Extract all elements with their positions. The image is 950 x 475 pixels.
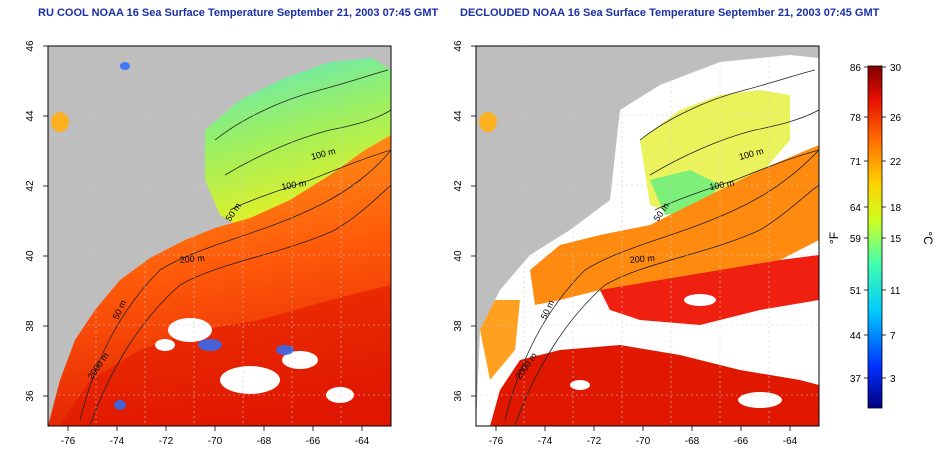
nearshore-water: [480, 300, 520, 380]
left-map-frame: [47, 45, 392, 427]
fahrenheit-tick-label: 86: [850, 63, 862, 74]
celsius-label: °C: [921, 231, 935, 245]
left-map-panel: 100 m 100 m 50 m 200 m 50 m 2000 m: [47, 45, 392, 427]
map-grid: [48, 46, 391, 426]
contour-label: 100 m: [709, 178, 735, 192]
celsius-tick-label: 18: [890, 203, 902, 214]
right-map-axes: -76 -74 -72 -70 -68 -66 -64 46 44 42 40 38 36: [453, 40, 798, 447]
warm-water-band: [600, 255, 819, 325]
gulf-stream-core: [60, 285, 391, 426]
lon-tick-label: -64: [355, 436, 370, 447]
celsius-tick-label: 22: [890, 157, 902, 168]
lake-patch: [51, 112, 69, 132]
contour-label: 200 m: [629, 253, 655, 265]
temperature-colorbar: 86 78 71 64 59 51 44 37 30 26 22 18 15 11 7 3 °F °C: [827, 63, 935, 409]
lat-tick-label: 44: [453, 110, 464, 122]
lon-tick-label: -76: [489, 436, 504, 447]
celsius-tick-label: 15: [890, 234, 902, 245]
lake-patch: [479, 112, 497, 132]
left-map-axes: -76 -74 -72 -70 -68 -66 -64 46 44 42 40 38 36: [25, 40, 370, 447]
lat-tick-label: 40: [453, 250, 464, 262]
lon-tick-label: -66: [734, 436, 749, 447]
lon-tick-label: -72: [159, 436, 174, 447]
lat-tick-label: 40: [25, 250, 36, 262]
celsius-tick-label: 11: [890, 286, 901, 297]
lon-tick-label: -76: [61, 436, 76, 447]
depth-contours: [79, 69, 391, 426]
cold-cloud-edges: [114, 62, 294, 410]
celsius-tick-label: 3: [890, 374, 896, 385]
fahrenheit-tick-label: 71: [850, 157, 862, 168]
lat-tick-label: 36: [453, 390, 464, 402]
colorbar-ticks: 86 78 71 64 59 51 44 37 30 26 22 18 15 11 7 3: [850, 63, 902, 385]
lat-tick-label: 38: [25, 320, 36, 332]
lon-tick-label: -74: [538, 436, 553, 447]
cloud-patches: [155, 318, 354, 403]
lon-tick-label: -64: [783, 436, 798, 447]
cloud-holes: [570, 294, 782, 408]
fahrenheit-label: °F: [827, 232, 841, 244]
lat-tick-label: 38: [453, 320, 464, 332]
lat-tick-label: 44: [25, 110, 36, 122]
lat-tick-label: 42: [25, 180, 36, 192]
fahrenheit-tick-label: 51: [850, 286, 862, 297]
fahrenheit-tick-label: 59: [850, 234, 862, 245]
contour-label: 100 m: [281, 178, 307, 192]
lon-tick-label: -70: [636, 436, 651, 447]
lat-tick-label: 42: [453, 180, 464, 192]
celsius-tick-label: 26: [890, 113, 902, 124]
left-map-title: RU COOL NOAA 16 Sea Surface Temperature …: [38, 7, 439, 19]
fahrenheit-tick-label: 44: [850, 331, 862, 342]
lat-tick-label: 46: [453, 40, 464, 52]
gulf-of-maine-water: [205, 58, 391, 230]
lat-tick-label: 36: [25, 390, 36, 402]
right-map-panel: 100 m 100 m 50 m 200 m 50 m 2000 m: [475, 45, 820, 427]
lon-tick-label: -74: [110, 436, 125, 447]
celsius-tick-label: 7: [890, 331, 896, 342]
lon-tick-label: -68: [685, 436, 700, 447]
depth-contours: [504, 69, 819, 426]
celsius-tick-label: 30: [890, 63, 902, 74]
fahrenheit-tick-label: 78: [850, 113, 862, 124]
contour-label: 200 m: [179, 253, 205, 265]
lon-tick-label: -72: [587, 436, 602, 447]
map-grid: [476, 46, 819, 426]
right-map-title: DECLOUDED NOAA 16 Sea Surface Temperatur…: [460, 7, 880, 19]
fahrenheit-tick-label: 37: [850, 374, 862, 385]
lon-tick-label: -70: [208, 436, 223, 447]
lon-tick-label: -68: [257, 436, 272, 447]
lon-tick-label: -66: [306, 436, 321, 447]
right-map-frame: [475, 45, 820, 427]
lat-tick-label: 46: [25, 40, 36, 52]
gulf-stream-valid: [490, 345, 819, 426]
colorbar-gradient: [867, 65, 883, 409]
fahrenheit-tick-label: 64: [850, 203, 862, 214]
